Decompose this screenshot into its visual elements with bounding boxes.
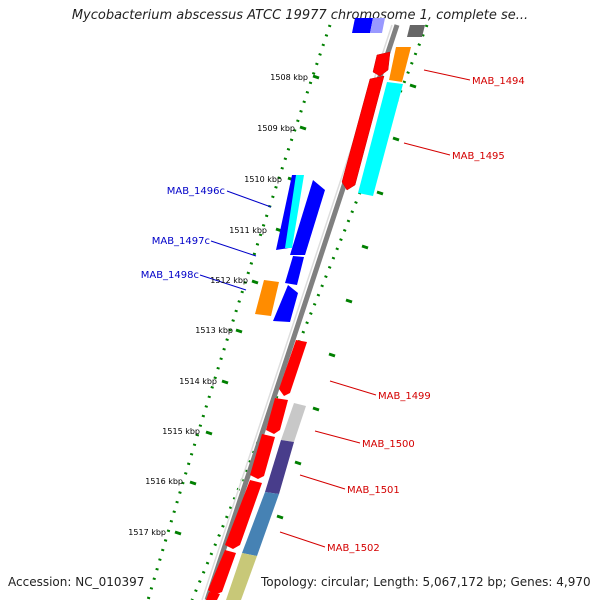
gene-label-mab-1502: MAB_1502 — [327, 543, 380, 554]
cog-cyan-1495 — [358, 82, 403, 196]
cds-bottom-b — [206, 592, 220, 600]
cds-mab-1499 — [279, 340, 307, 396]
inner-dotted-ring — [146, 24, 332, 600]
outer-ticks — [276, 83, 417, 520]
cds-mab-1497c-b — [285, 256, 304, 285]
cds-mab-1494 — [372, 51, 391, 77]
cog-khaki-bottom — [226, 553, 257, 600]
reverse-leader-lines — [199, 190, 272, 291]
cog-orange-1494 — [389, 47, 411, 82]
scale-label: 1508 kbp — [270, 73, 308, 82]
gene-label-mab-1499: MAB_1499 — [378, 391, 431, 402]
gene-label-mab-1501: MAB_1501 — [347, 485, 400, 496]
cds-mab-1498c — [273, 285, 298, 322]
top-reverse-cds-light — [370, 18, 385, 33]
gene-label-mab-1498c: MAB_1498c — [141, 270, 199, 281]
top-reverse-cds — [352, 18, 373, 33]
cds-mab-1500 — [266, 398, 288, 434]
scale-label: 1510 kbp — [244, 175, 282, 184]
cds-mab-1501 — [250, 434, 275, 479]
forward-gene-labels: MAB_1494 MAB_1495 MAB_1499 MAB_1500 MAB_… — [327, 76, 525, 554]
genome-meta-text: Topology: circular; Length: 5,067,172 bp… — [261, 575, 591, 589]
gene-label-mab-1494: MAB_1494 — [472, 76, 525, 87]
scale-labels: 1508 kbp 1509 kbp 1510 kbp 1511 kbp 1512… — [128, 73, 308, 537]
cds-bottom-a — [208, 550, 236, 595]
gene-label-mab-1497c: MAB_1497c — [152, 236, 210, 247]
gene-label-mab-1496c: MAB_1496c — [167, 186, 225, 197]
scale-label: 1513 kbp — [195, 326, 233, 335]
cog-purple-1501 — [265, 440, 294, 494]
gene-label-mab-1500: MAB_1500 — [362, 439, 415, 450]
scale-label: 1517 kbp — [128, 528, 166, 537]
cog-steelblue-1502 — [242, 492, 279, 556]
scale-label: 1514 kbp — [179, 377, 217, 386]
cog-cyan-1496c — [285, 175, 304, 248]
scale-label: 1516 kbp — [145, 477, 183, 486]
cog-gray-1500 — [281, 403, 306, 442]
scale-label: 1512 kbp — [210, 276, 248, 285]
cds-mab-1497c-a — [290, 180, 325, 255]
cds-mab-1502 — [225, 480, 262, 549]
scale-label: 1511 kbp — [229, 226, 267, 235]
map-title: Mycobacterium abscessus ATCC 19977 chrom… — [71, 8, 529, 23]
cds-mab-1495 — [341, 75, 385, 191]
forward-leader-lines — [279, 69, 471, 548]
scale-label: 1509 kbp — [257, 124, 295, 133]
scale-ticks — [174, 74, 320, 536]
cog-orange-1498c — [255, 280, 279, 316]
accession-text: Accession: NC_010397 — [8, 575, 145, 589]
scale-label: 1515 kbp — [162, 427, 200, 436]
reverse-gene-labels: MAB_1496c MAB_1497c MAB_1498c — [141, 186, 225, 281]
gene-label-mab-1495: MAB_1495 — [452, 151, 505, 162]
top-gray-feature — [407, 25, 425, 37]
